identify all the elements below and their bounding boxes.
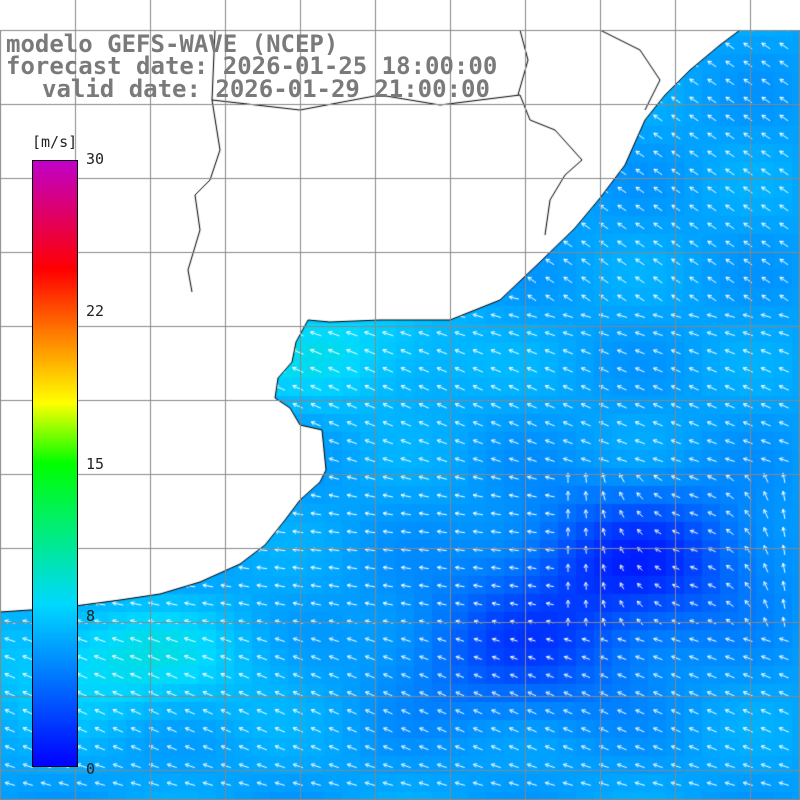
valid-date: valid date: 2026-01-29 21:00:00 bbox=[42, 75, 490, 103]
model-title: modelo GEFS-WAVE (NCEP) bbox=[6, 30, 339, 58]
colorbar bbox=[32, 160, 78, 767]
colorbar-unit-label: [m/s] bbox=[32, 133, 78, 151]
colorbar-tick-22: 22 bbox=[86, 302, 105, 320]
colorbar-tick-30: 30 bbox=[86, 150, 105, 168]
colorbar-tick-15: 15 bbox=[86, 455, 105, 473]
colorbar-tick-0: 0 bbox=[86, 760, 96, 778]
forecast-date: forecast date: 2026-01-25 18:00:00 bbox=[6, 52, 498, 80]
colorbar-tick-8: 8 bbox=[86, 607, 96, 625]
